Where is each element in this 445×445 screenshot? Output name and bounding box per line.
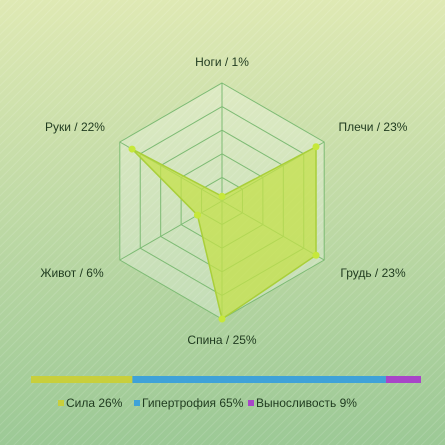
legend-swatch <box>134 400 140 406</box>
axis-label: Спина / 25% <box>187 333 257 347</box>
bar-segment <box>132 376 386 383</box>
legend-swatch <box>248 400 254 406</box>
radar-point <box>128 145 136 153</box>
axis-label: Ноги / 1% <box>195 55 249 69</box>
legend-label: Гипертрофия 65% <box>142 396 244 410</box>
axis-label: Грудь / 23% <box>340 266 406 280</box>
legend-swatch <box>58 400 64 406</box>
radar-point <box>218 315 226 323</box>
axis-label: Плечи / 23% <box>339 120 408 134</box>
axis-label: Руки / 22% <box>45 120 105 134</box>
axis-label: Живот / 6% <box>40 266 104 280</box>
radar-point <box>312 251 320 259</box>
radar-point <box>193 211 201 219</box>
bar-segment <box>31 376 133 383</box>
radar-point <box>218 192 226 200</box>
bar-segment <box>385 376 421 383</box>
legend-label: Сила 26% <box>66 396 123 410</box>
legend-label: Выносливость 9% <box>256 396 357 410</box>
radar-point <box>312 143 320 151</box>
